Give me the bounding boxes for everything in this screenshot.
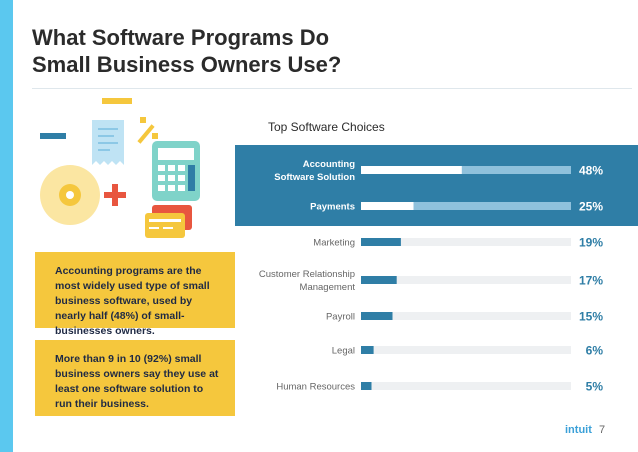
bar xyxy=(361,202,414,210)
bar-track xyxy=(361,238,571,246)
callout-software-usage-text: More than 9 in 10 (92%) small business o… xyxy=(55,353,219,410)
bar xyxy=(361,382,372,390)
intuit-logo: intuit xyxy=(565,424,592,436)
category-label-line: Payments xyxy=(310,202,355,213)
category-label: Human Resources xyxy=(276,382,355,393)
callout-accounting-text: Accounting programs are the most widely … xyxy=(55,265,210,337)
value-label: 17% xyxy=(579,274,603,288)
chart-highlight-band xyxy=(235,145,638,226)
title-divider xyxy=(32,88,632,89)
value-label: 19% xyxy=(579,236,603,250)
bar xyxy=(361,276,397,284)
title-line-2: Small Business Owners Use? xyxy=(32,52,342,77)
category-label: Legal xyxy=(332,346,355,357)
bar xyxy=(361,312,393,320)
value-label: 6% xyxy=(586,344,604,358)
chart-title: Top Software Choices xyxy=(268,120,385,134)
bar-track xyxy=(361,276,571,284)
value-label: 5% xyxy=(586,380,604,394)
category-label-line: Accounting xyxy=(303,159,355,170)
credit-cards-icon xyxy=(145,205,192,238)
yellow-dash-icon xyxy=(102,98,132,104)
bar-track xyxy=(361,312,571,320)
disc-icon xyxy=(40,165,100,225)
bar xyxy=(361,166,462,174)
category-label: Payments xyxy=(310,202,355,213)
title-line-1: What Software Programs Do xyxy=(32,25,330,50)
callout-software-usage: More than 9 in 10 (92%) small business o… xyxy=(35,340,235,416)
category-label-line: Management xyxy=(300,282,356,293)
category-label: Marketing xyxy=(313,238,355,249)
category-label-line: Customer Relationship xyxy=(259,269,355,280)
category-label-line: Payroll xyxy=(326,312,355,323)
value-label: 15% xyxy=(579,310,603,324)
minus-icon xyxy=(40,133,66,139)
category-label: Accounting Software Solution xyxy=(274,159,355,183)
category-label-line: Human Resources xyxy=(276,382,355,393)
calculator-icon xyxy=(152,141,200,201)
left-accent-stripe xyxy=(0,0,13,452)
callout-accounting: Accounting programs are the most widely … xyxy=(35,252,235,337)
plus-icon xyxy=(104,184,126,206)
page-title: What Software Programs Do Small Business… xyxy=(32,24,352,78)
category-label-line: Marketing xyxy=(313,238,355,249)
office-supplies-illustration xyxy=(40,98,200,238)
bar-track xyxy=(361,202,571,210)
category-label-line: Legal xyxy=(332,346,355,357)
bar-track xyxy=(361,346,571,354)
bar-track xyxy=(361,382,571,390)
value-label: 25% xyxy=(579,200,603,214)
percent-icon xyxy=(137,117,158,144)
page-number: 7 xyxy=(599,424,606,436)
category-label: Payroll xyxy=(326,312,355,323)
receipt-icon xyxy=(92,120,124,165)
bar-track xyxy=(361,166,571,174)
category-label-line: Software Solution xyxy=(274,172,355,183)
software-choices-bar-chart: Accounting Software Solution 48% Payments 25… xyxy=(259,159,604,394)
bar xyxy=(361,346,374,354)
value-label: 48% xyxy=(579,164,603,178)
category-label: Customer Relationship Management xyxy=(259,269,355,293)
bar xyxy=(361,238,401,246)
